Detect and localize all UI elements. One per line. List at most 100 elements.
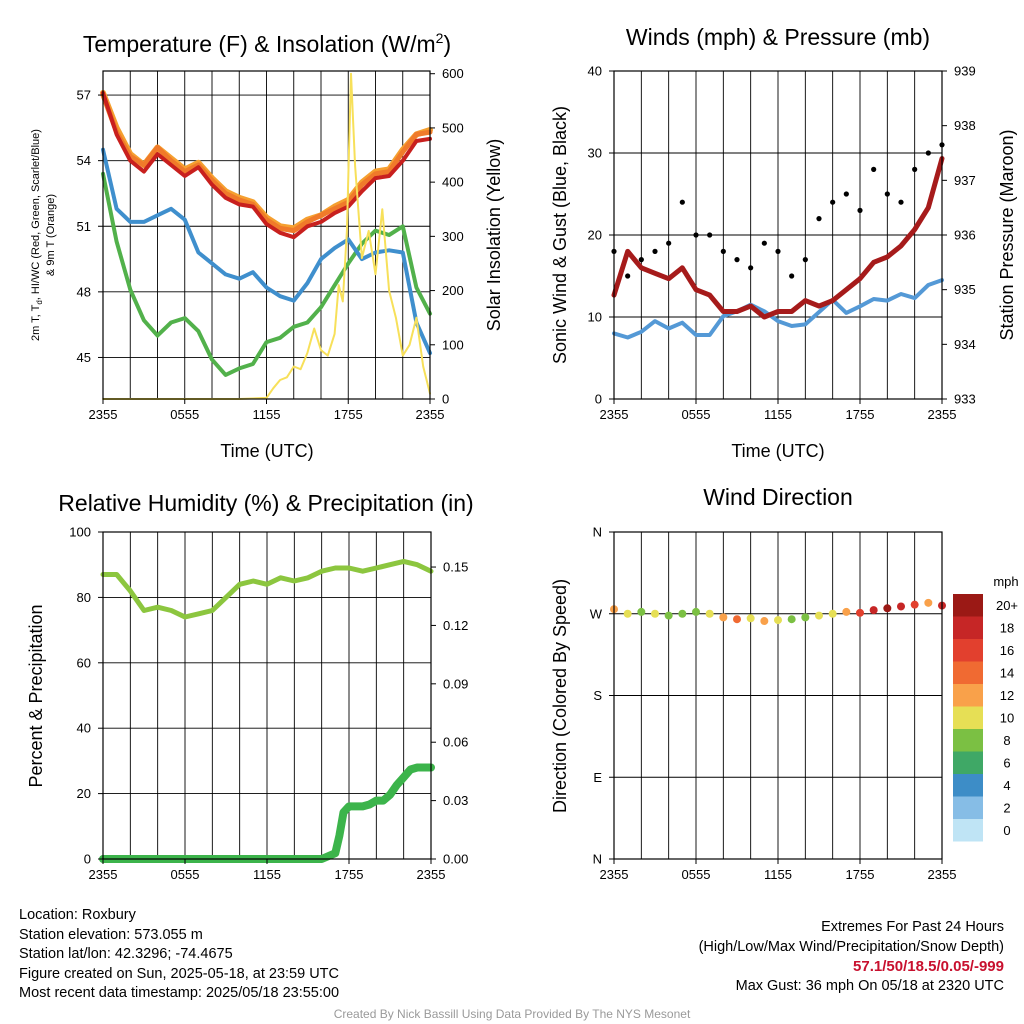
direction-point [719,613,728,622]
direction-point [774,616,782,625]
max-gust: Max Gust: 36 mph On 05/18 at 2320 UTC [735,977,1004,994]
gust-point [898,199,904,205]
rh-ticks: 2355 0555 1155 1755 23550204060801000.000.03… [69,525,468,883]
temp-xlabel: Time (UTC) [220,441,313,461]
gust-point [857,207,863,213]
y-tick-label-right: 300 [442,229,464,244]
direction-point [760,617,769,626]
legend-swatch [953,796,983,819]
y-tick-label-left: 0 [595,392,602,407]
y-tick-label-left: 40 [588,64,602,79]
y-tick-label-right: 0.06 [443,735,468,750]
direction-point [787,615,796,624]
legend-swatch [953,706,983,729]
temp-ylabel-right: Solar Insolation (Yellow) [484,139,504,331]
x-tick-label: 1155 [253,407,281,422]
legend-label: 20+ [996,598,1018,613]
x-tick-label: 1755 [846,407,875,422]
direction-point [815,611,823,620]
direction-point [842,607,851,616]
y-tick-label-left: 80 [77,590,91,605]
x-tick-label: 0555 [171,867,200,882]
x-tick-label: 2355 [928,867,957,882]
gust-point [748,265,754,271]
wind_chill-line [101,147,432,356]
direction-point [705,609,714,618]
legend-label: 18 [1000,621,1014,636]
y-tick-label-left: W [590,606,603,621]
y-tick-label-left: 60 [77,655,91,670]
gust-point [652,248,658,254]
temp9m-line [100,92,433,234]
y-tick-label-left: 10 [588,310,602,325]
wind-ylabel-left: Sonic Wind & Gust (Blue, Black) [550,106,570,364]
gust-point [843,191,849,197]
legend-swatch [953,661,983,684]
y-tick-label-left: N [593,852,602,867]
y-tick-label-left: 20 [588,228,602,243]
gust-point [720,248,726,254]
y-tick-label-right: 600 [442,66,464,81]
legend-label: 16 [1000,643,1014,658]
y-tick-label-right: 500 [442,120,464,135]
x-tick-label: 2355 [89,407,118,422]
temp-plot: 2355 0555 1155 1755 2355 45 48 51 54 57 0 100 200 300… [77,66,464,422]
y-tick-label-right: 935 [954,282,976,297]
legend-swatch [953,616,983,639]
x-tick-label: 1155 [764,867,792,882]
x-tick-label: 0555 [682,867,711,882]
direction-point [856,608,864,617]
temp-panel-title: Temperature (F) & Insolation (W/m2) [83,30,451,57]
x-tick-label: 1155 [253,867,281,882]
y-tick-label-right: 400 [442,175,464,190]
dir-series [610,598,946,626]
legend-label: 12 [1000,688,1014,703]
x-tick-label: 2355 [600,407,629,422]
gust-point [761,240,767,246]
extremes-subheading: (High/Low/Max Wind/Precipitation/Snow De… [698,938,1004,955]
legend-label: 6 [1003,756,1010,771]
gust-point [707,232,713,238]
x-tick-label: 1755 [846,867,875,882]
station-location: Location: Roxbury [19,907,136,923]
legend-label: 2 [1003,801,1010,816]
gust-point [912,166,918,172]
rh-ylabel-left: Percent & Precipitation [26,604,46,787]
direction-point [651,609,659,618]
x-tick-label: 0555 [170,407,199,422]
y-tick-label-left: N [593,525,602,540]
wind-ticks: 2355 0555 1155 1755 235501020304093393493593… [588,64,976,423]
y-tick-label-right: 933 [954,392,976,407]
legend-swatch [953,774,983,797]
legend-swatch [953,751,983,774]
gust-point [638,257,644,263]
speed-legend: mph 20+ 18 16 14 12 10 8 6 4 2 0 [953,574,1019,842]
wind-panel-title: Winds (mph) & Pressure (mb) [626,24,930,50]
x-tick-label: 0555 [682,407,711,422]
credit-line: Created By Nick Bassill Using Data Provi… [333,1007,691,1021]
gust-point [625,273,631,279]
y-tick-label-left: 40 [77,721,91,736]
y-tick-label-right: 0.09 [443,676,468,691]
y-tick-label-right: 200 [442,283,464,298]
wind-line [612,278,944,340]
station-elevation: Station elevation: 573.055 m [19,926,203,943]
wind-ylabel-right: Station Pressure (Maroon) [997,129,1017,340]
x-tick-label: 2355 [928,407,957,422]
x-tick-label: 2355 [89,867,118,882]
station-info: Location: Roxbury Station elevation: 573… [19,906,339,1004]
gust-point [734,257,740,263]
gust-point [884,191,890,197]
rh-grid [103,532,431,859]
y-tick-label-right: 100 [442,337,464,352]
wind-series [611,142,945,340]
extremes-values: 57.1/50/18.5/0.05/-999 [853,958,1004,975]
legend-title: mph [993,574,1018,589]
temp-ylabel-left-line1: 2m T, Td, HI/WC (Red, Green, Scarlet/Blu… [30,129,44,341]
dewpoint-line [101,171,432,377]
x-tick-label: 1155 [764,407,792,422]
dir-ylabel-left: Direction (Colored By Speed) [550,579,570,813]
y-tick-label-right: 0.03 [443,793,468,808]
